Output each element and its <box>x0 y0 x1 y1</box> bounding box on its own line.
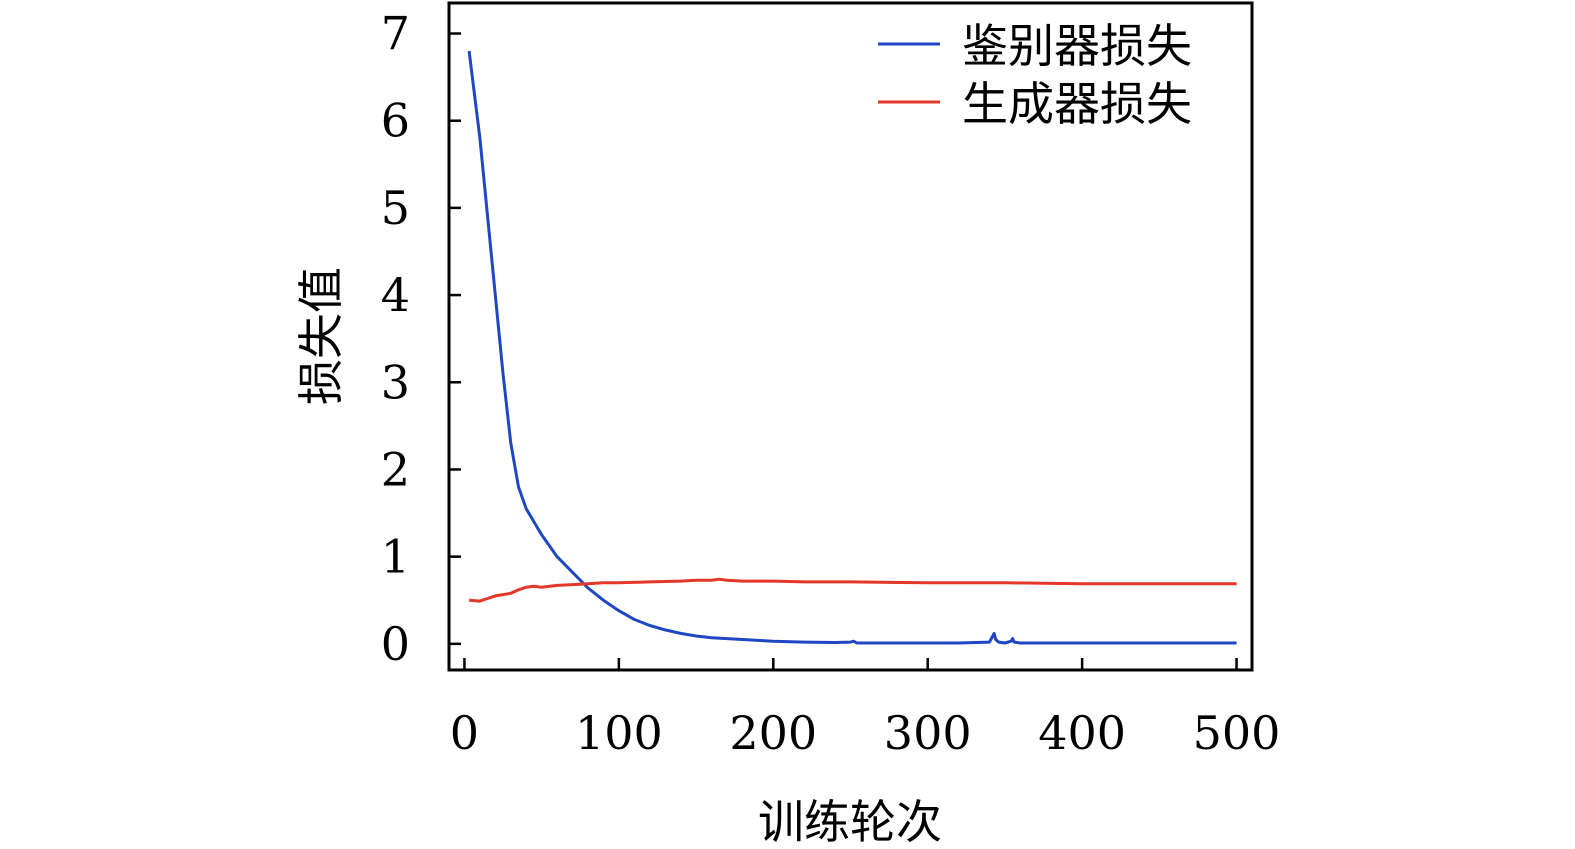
legend-label-discriminator-loss: 鉴别器损失 <box>962 19 1192 73</box>
y-tick-label-5: 5 <box>381 181 410 235</box>
x-tick-label-100: 100 <box>575 706 663 760</box>
axis-ticks: 0 100 200 300 400 500 0 1 2 3 4 5 6 7 <box>381 7 1281 760</box>
y-tick-label-4: 4 <box>381 268 410 322</box>
y-tick-label-7: 7 <box>381 7 410 61</box>
y-tick-label-0: 0 <box>381 617 410 671</box>
y-axis-title: 损失值 <box>294 267 348 405</box>
y-tick-label-2: 2 <box>381 442 410 496</box>
y-tick-label-6: 6 <box>381 94 410 148</box>
discriminator-loss-line <box>467 50 1237 645</box>
x-tick-label-500: 500 <box>1193 706 1281 760</box>
x-tick-label-0: 0 <box>450 706 479 760</box>
plot-marks <box>467 50 1237 645</box>
generator-loss-line <box>468 577 1237 603</box>
x-axis-title: 训练轮次 <box>758 795 942 849</box>
y-tick-label-3: 3 <box>381 355 410 409</box>
x-tick-label-200: 200 <box>729 706 817 760</box>
plot-frame <box>447 1 1254 672</box>
legend: 鉴别器损失 生成器损失 <box>878 19 1192 131</box>
legend-label-generator-loss: 生成器损失 <box>962 77 1192 131</box>
x-tick-label-400: 400 <box>1038 706 1126 760</box>
y-tick-label-1: 1 <box>381 530 410 584</box>
x-tick-label-300: 300 <box>884 706 972 760</box>
